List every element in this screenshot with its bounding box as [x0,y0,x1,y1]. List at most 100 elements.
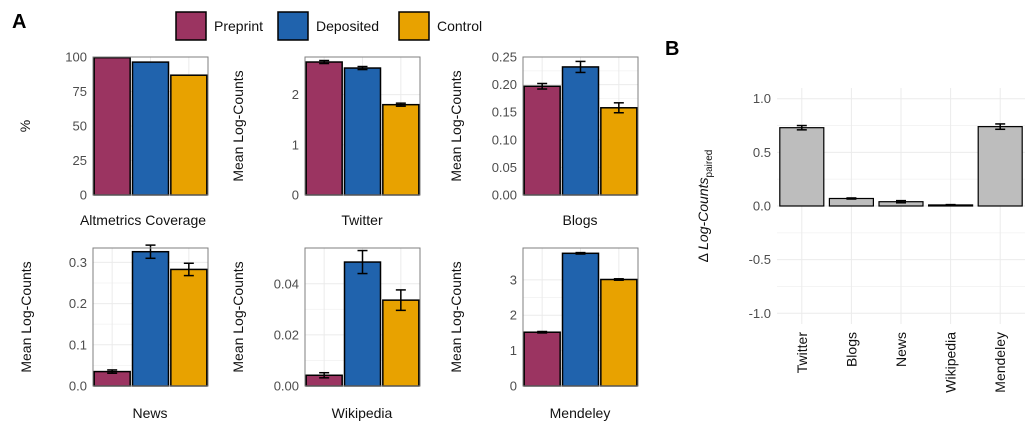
error-bar [145,244,156,260]
panel-caption: Wikipedia [332,405,393,421]
bar-deposited [343,67,382,196]
ytick-label: 2 [292,87,299,102]
panel-caption: Twitter [341,212,383,228]
ytick-label: 50 [73,119,87,134]
ytick-label: 1.0 [753,91,771,106]
y-axis-title-delta: Δ [695,250,711,262]
error-bar [319,371,330,379]
ytick-label: 75 [73,84,87,99]
bar-control [382,103,420,196]
y-axis-title: Mean Log-Counts [448,70,464,181]
bar-deposited [561,66,600,196]
error-bar [896,199,906,204]
ytick-label: 0.20 [492,77,517,92]
plot-frame [304,247,421,387]
panel-label-b: B [665,38,679,60]
ytick-label: 0.0 [753,199,771,214]
bar-control [170,268,208,387]
y-axis-title-subscript: paired [704,150,715,178]
error-bar [613,278,624,281]
xtick-label: Blogs [843,332,859,367]
plot-frame [92,247,209,387]
error-bar [395,289,406,312]
panel-caption: Blogs [562,212,597,228]
panel-caption: News [132,405,167,421]
panel-label-a: A [12,11,26,33]
error-bar [537,330,548,334]
ytick-label: 0.3 [69,255,87,270]
legend: Preprint Deposited Control [175,11,482,41]
error-bar [575,251,586,255]
bar-control [382,299,420,387]
panel-caption: Mendeley [550,405,611,421]
error-bar [395,102,406,107]
chart-wikipedia: 0.00 0.02 0.04 Mean Log-Counts Wikipedia [230,247,421,421]
bar-preprint [523,85,561,196]
ytick-label: 0.1 [69,337,87,352]
chart-twitter: 0 1 2 Mean Log-Counts Twitter [230,56,421,228]
legend-swatch-control [398,11,430,41]
ytick-label: 0.10 [492,132,517,147]
error-bar [107,369,118,374]
plot-frame [522,247,639,387]
ytick-label: 25 [73,153,87,168]
ytick-label: 0.05 [492,160,517,175]
legend-label-deposited: Deposited [316,18,379,34]
plot-frame [92,56,209,196]
bar-preprint [93,56,131,196]
bar-preprint [523,331,561,387]
chart-panels: 0 25 50 75 100% Altmetrics Coverage 0 1 2 Mean Lo… [17,50,1025,421]
error-bar [183,262,194,277]
y-axis-title-main: Log-Counts [695,177,711,249]
error-bar [357,249,368,275]
xtick-label: Mendeley [992,332,1008,393]
error-bar [846,197,857,200]
legend-label-control: Control [437,18,482,34]
plot-frame [304,56,421,196]
ytick-label: 3 [510,272,517,287]
chart-altmetrics-coverage: 0 25 50 75 100% Altmetrics Coverage [17,50,209,228]
bar-twitter [779,127,825,207]
ytick-label: -0.5 [749,252,771,267]
ytick-label: 0 [292,188,299,203]
ytick-label: 1 [292,137,299,152]
bar-deposited [131,61,170,196]
legend-swatch-preprint [175,11,207,41]
legend-label-preprint: Preprint [214,18,263,34]
ytick-label: 0.00 [492,188,517,203]
bar-control [600,107,638,196]
legend-swatch-deposited [277,11,309,41]
bar-mendeley [977,126,1023,207]
bar-preprint [305,61,343,196]
ytick-label: 0.2 [69,296,87,311]
ytick-label: 1 [510,343,517,358]
error-bar [796,124,807,131]
chart-news: 0.0 0.1 0.2 0.3 Mean Log-Counts News [18,244,209,421]
ytick-label: 0.15 [492,105,517,120]
bar-control [600,278,638,387]
error-bar [537,82,548,90]
y-axis-title: Mean Log-Counts [230,261,246,372]
ytick-label: 0 [80,188,87,203]
bar-deposited [131,250,170,387]
y-axis-title: Mean Log-Counts [230,70,246,181]
xtick-label: News [893,332,909,367]
bar-deposited [561,252,600,387]
y-axis-title: Δ Log-Countspaired [695,150,715,263]
ytick-label: 0.5 [753,145,771,160]
ytick-label: 0.0 [69,379,87,394]
y-axis-title: Mean Log-Counts [18,261,34,372]
error-bar [613,102,624,114]
xtick-label: Wikipedia [943,332,959,393]
ytick-label: 100 [65,50,87,65]
xtick-label: Twitter [794,332,810,374]
ytick-label: 0.02 [274,327,299,342]
error-bar [357,65,368,71]
ytick-label: 2 [510,308,517,323]
y-axis-title: % [17,120,33,132]
ytick-label: 0.00 [274,379,299,394]
chart-mendeley: 0 1 2 3 Mean Log-Counts Mendeley [448,247,639,421]
error-bar [945,203,956,206]
ytick-label: 0.25 [492,50,517,65]
ytick-label: 0.04 [274,276,299,291]
